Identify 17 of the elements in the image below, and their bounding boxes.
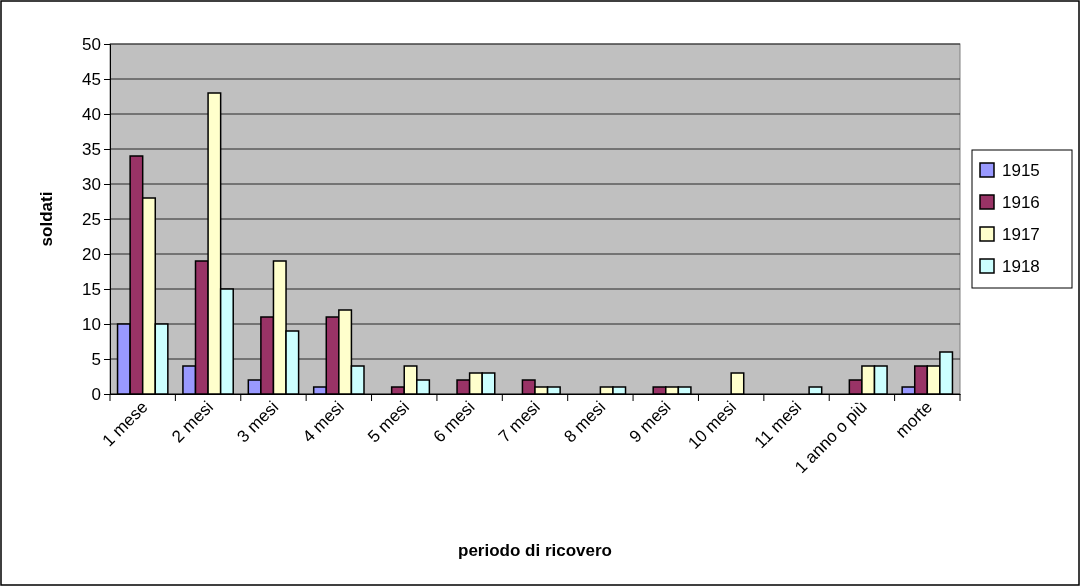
y-tick-label: 40 [82,104,101,124]
legend-label: 1916 [1002,193,1040,212]
y-tick-label: 10 [82,314,101,334]
y-tick-label: 50 [82,34,101,54]
y-tick-label: 0 [91,384,101,404]
legend-label: 1915 [1002,161,1040,180]
y-tick-label: 5 [91,349,101,369]
y-tick-label: 15 [82,279,101,299]
y-tick-label: 20 [82,244,101,264]
x-axis-title: periodo di ricovero [458,541,612,560]
y-tick-label: 45 [82,69,101,89]
y-tick-label: 30 [82,174,101,194]
y-axis-title: soldati [37,191,56,247]
legend-label: 1917 [1002,225,1040,244]
legend-label: 1918 [1002,257,1040,276]
y-tick-label: 35 [82,139,101,159]
y-tick-label: 25 [82,209,101,229]
